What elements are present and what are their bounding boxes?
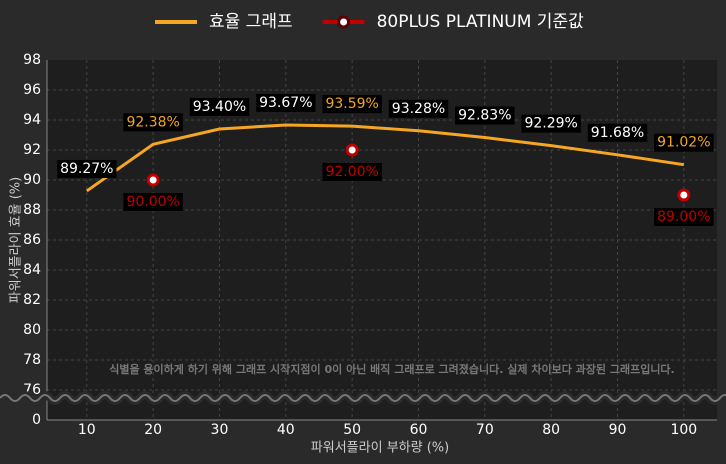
y-tick-label: 0 — [32, 412, 41, 428]
data-label-group: 93.40% — [189, 98, 250, 116]
efficiency-line — [85, 123, 685, 193]
data-label: 91.02% — [657, 135, 710, 151]
data-label-bg — [322, 163, 382, 181]
x-tick-label: 30 — [211, 422, 229, 438]
y-tick-label: 88 — [23, 202, 41, 218]
data-label-bg — [123, 193, 183, 211]
y-tick-label: 92 — [23, 142, 41, 158]
x-tick-label: 20 — [144, 422, 162, 438]
legend-marker — [337, 15, 351, 29]
y-tick-label: 80 — [23, 322, 41, 338]
data-label-bg — [521, 114, 581, 133]
x-tick-label: 80 — [542, 422, 560, 438]
data-label-bg — [388, 99, 449, 118]
data-label: 93.28% — [392, 101, 445, 117]
standard-point — [677, 188, 691, 202]
legend-label: 효율 그래프 — [209, 12, 293, 32]
y-tick-label: 82 — [23, 292, 41, 308]
x-axis-label: 파워서플라이 부하량 (%) — [311, 441, 449, 456]
data-label-group: 91.68% — [587, 123, 648, 142]
x-tick-label: 100 — [670, 422, 697, 438]
data-label-bg — [123, 113, 183, 132]
data-label: 92.29% — [524, 116, 577, 132]
data-label: 93.59% — [325, 96, 378, 112]
data-label: 89.00% — [657, 209, 710, 225]
y-axis-label: 파워서플라이 효율 (%) — [9, 177, 24, 303]
data-label-group: 89.27% — [57, 159, 117, 178]
y-tick-label: 96 — [23, 82, 41, 98]
data-label: 89.27% — [60, 161, 113, 177]
data-label-group: 93.28% — [388, 99, 449, 118]
x-tick-label: 10 — [78, 422, 96, 438]
data-label-bg — [189, 98, 250, 116]
y-tick-label: 84 — [23, 262, 41, 278]
standard-point — [146, 173, 160, 187]
data-label-group: 93.67% — [256, 93, 316, 112]
x-tick-label: 50 — [343, 422, 361, 438]
data-label-group: 90.00% — [123, 193, 183, 211]
y-tick-label: 86 — [23, 232, 41, 248]
legend-label: 80PLUS PLATINUM 기준값 — [377, 12, 584, 32]
data-label: 92.83% — [458, 108, 511, 124]
data-label: 92.00% — [325, 164, 378, 180]
data-label: 91.68% — [591, 125, 644, 141]
data-label: 90.00% — [126, 194, 179, 210]
y-tick-label: 78 — [23, 352, 41, 368]
data-label-bg — [654, 208, 714, 226]
standard-point — [345, 143, 359, 157]
data-label-bg — [587, 123, 648, 142]
y-tick-label: 94 — [23, 112, 41, 128]
x-tick-label: 60 — [410, 422, 428, 438]
data-label: 92.38% — [126, 114, 179, 130]
data-label-bg — [256, 93, 316, 112]
data-label-group: 92.29% — [521, 114, 581, 133]
data-label-group: 91.02% — [654, 133, 714, 152]
x-tick-label: 70 — [476, 422, 494, 438]
data-label-bg — [654, 133, 714, 152]
data-label-group: 92.38% — [123, 113, 183, 132]
data-label: 93.40% — [193, 99, 246, 115]
annotation: 식별을 용이하게 하기 위해 그래프 시작지점이 0이 아닌 배직 그래프로 그… — [109, 362, 675, 376]
x-tick-label: 90 — [609, 422, 627, 438]
axis-break-line — [0, 394, 726, 402]
y-tick-label: 90 — [23, 172, 41, 188]
data-label: 93.67% — [259, 95, 312, 111]
data-label-bg — [455, 106, 515, 125]
data-label-group: 92.00% — [322, 163, 382, 181]
x-tick-label: 40 — [277, 422, 295, 438]
data-label-group: 93.59% — [322, 95, 382, 114]
data-label-group: 92.83% — [455, 106, 515, 125]
data-label-group: 89.00% — [654, 208, 714, 226]
data-label-bg — [57, 159, 117, 178]
y-tick-label: 98 — [23, 52, 41, 68]
data-label-bg — [322, 95, 382, 114]
